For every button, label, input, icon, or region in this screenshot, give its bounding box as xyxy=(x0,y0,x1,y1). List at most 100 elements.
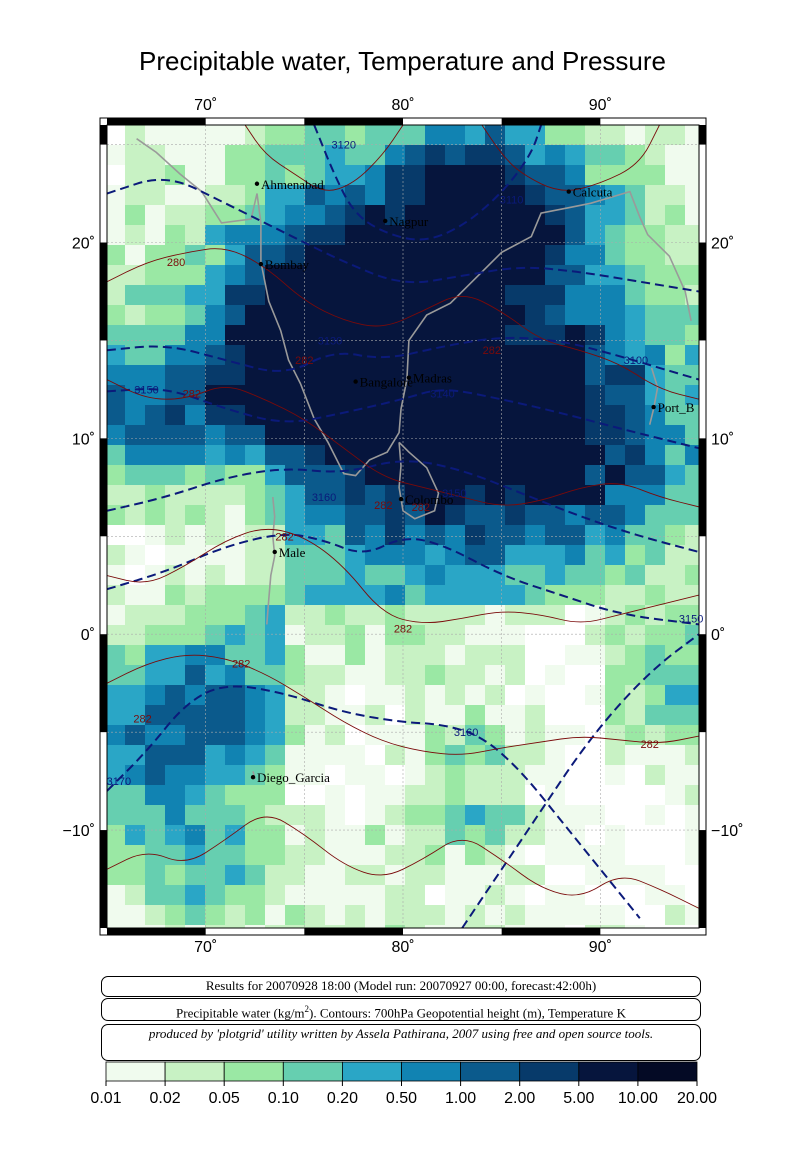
water-cell xyxy=(605,685,625,705)
water-cell xyxy=(107,145,125,165)
water-cell xyxy=(125,185,145,205)
water-cell xyxy=(425,345,445,365)
frame-tick-left xyxy=(100,242,107,341)
water-cell xyxy=(305,805,325,825)
water-cell xyxy=(425,825,445,845)
water-cell xyxy=(565,645,585,665)
contour-label: 3140 xyxy=(430,388,454,400)
water-cell xyxy=(405,685,425,705)
water-cell xyxy=(107,745,125,765)
water-cell xyxy=(405,525,425,545)
water-cell xyxy=(585,565,605,585)
height-contour xyxy=(107,685,641,919)
water-cell xyxy=(185,225,205,245)
water-cell xyxy=(145,445,165,465)
water-cell xyxy=(305,605,325,625)
water-cell xyxy=(525,185,545,205)
water-cell xyxy=(285,805,305,825)
water-cell xyxy=(185,565,205,585)
water-cell xyxy=(445,305,465,325)
water-cell xyxy=(225,445,245,465)
water-cell xyxy=(485,585,505,605)
water-cell xyxy=(485,245,505,265)
water-cell xyxy=(145,125,165,145)
water-cell xyxy=(165,225,185,245)
water-cell xyxy=(205,905,225,925)
water-cell xyxy=(425,565,445,585)
water-cell xyxy=(145,625,165,645)
water-cell xyxy=(145,765,165,785)
water-cell xyxy=(265,245,285,265)
water-cell xyxy=(625,305,645,325)
water-cell xyxy=(245,825,265,845)
water-cell xyxy=(145,425,165,445)
water-cell xyxy=(685,345,699,365)
water-cell xyxy=(385,325,405,345)
water-cell xyxy=(345,145,365,165)
water-cell xyxy=(485,485,505,505)
water-cell xyxy=(425,525,445,545)
water-cell xyxy=(265,885,285,905)
water-cell xyxy=(185,925,205,928)
water-cell xyxy=(565,725,585,745)
water-cell xyxy=(305,865,325,885)
water-cell xyxy=(325,665,345,685)
water-cell xyxy=(665,325,685,345)
water-cell xyxy=(125,825,145,845)
water-cell xyxy=(545,285,565,305)
frame-tick-bottom xyxy=(501,928,601,935)
water-cell xyxy=(525,745,545,765)
water-cell xyxy=(325,625,345,645)
water-cell xyxy=(205,525,225,545)
lon-tick-label-top: 70˚ xyxy=(194,97,217,114)
water-cell xyxy=(165,565,185,585)
water-cell xyxy=(325,165,345,185)
water-cell xyxy=(365,685,385,705)
water-cell xyxy=(185,625,205,645)
water-cell xyxy=(165,385,185,405)
water-cell xyxy=(465,685,485,705)
water-cell xyxy=(565,565,585,585)
water-cell xyxy=(145,805,165,825)
water-cell xyxy=(605,465,625,485)
water-cell xyxy=(445,765,465,785)
water-cell xyxy=(685,185,699,205)
water-cell xyxy=(265,205,285,225)
water-cell xyxy=(485,805,505,825)
water-cell xyxy=(605,905,625,925)
water-cell xyxy=(385,305,405,325)
water-cell xyxy=(405,465,425,485)
water-cell xyxy=(325,505,345,525)
water-cell xyxy=(165,325,185,345)
water-cell xyxy=(645,165,665,185)
water-cell xyxy=(465,565,485,585)
water-cell xyxy=(145,705,165,725)
water-cell xyxy=(125,785,145,805)
water-cell xyxy=(685,365,699,385)
water-cell xyxy=(165,725,185,745)
water-cell xyxy=(645,745,665,765)
water-cell xyxy=(305,665,325,685)
water-cell xyxy=(585,645,605,665)
water-cell xyxy=(107,725,125,745)
frame-tick-bottom xyxy=(304,928,403,935)
water-cell xyxy=(605,205,625,225)
water-cell xyxy=(165,785,185,805)
water-cell xyxy=(385,145,405,165)
water-cell xyxy=(645,525,665,545)
water-cell xyxy=(605,645,625,665)
water-cell xyxy=(245,485,265,505)
water-cell xyxy=(185,465,205,485)
water-cell xyxy=(645,445,665,465)
water-cell xyxy=(405,205,425,225)
water-cell xyxy=(325,645,345,665)
lat-tick-label-left: 20˚ xyxy=(72,236,95,253)
water-cell xyxy=(125,205,145,225)
water-cell xyxy=(245,745,265,765)
water-cell xyxy=(545,585,565,605)
water-cell xyxy=(365,245,385,265)
water-cell xyxy=(265,805,285,825)
water-cell xyxy=(125,225,145,245)
water-cell xyxy=(185,905,205,925)
water-cell xyxy=(385,805,405,825)
